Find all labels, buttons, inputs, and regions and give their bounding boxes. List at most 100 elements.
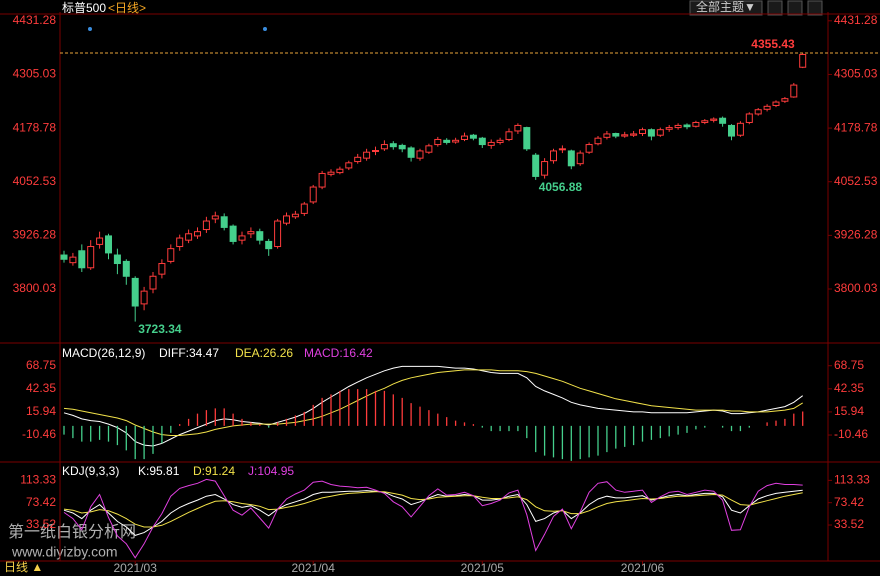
y-tick-label-right: 3926.28	[834, 228, 878, 242]
candle-body	[274, 220, 282, 248]
y-tick-label: 4178.78	[13, 120, 57, 134]
candle-body	[710, 118, 718, 121]
candle-body	[176, 237, 184, 248]
candle-body	[639, 129, 646, 135]
icon-button[interactable]	[767, 0, 783, 16]
y-tick-label-right: 4305.03	[834, 67, 878, 81]
y-tick-label-right: 4178.78	[834, 120, 878, 134]
theme-button-box[interactable]	[689, 0, 763, 16]
candle-body	[469, 134, 477, 139]
candle-body	[149, 275, 157, 290]
candle-body	[380, 144, 388, 150]
candle-body	[238, 235, 246, 241]
y-tick-label: 68.75	[26, 358, 56, 372]
legend-entry: J:104.95	[248, 464, 294, 478]
candle-body	[389, 143, 397, 148]
candle-body	[300, 203, 308, 214]
candle-body	[372, 150, 379, 153]
y-tick-label: 3926.28	[13, 228, 57, 242]
candle-body	[772, 101, 780, 106]
candle-body	[265, 240, 273, 250]
candle-body	[131, 277, 139, 307]
y-tick-label: 42.35	[26, 381, 56, 395]
footer-period[interactable]: 日线 ▲	[4, 560, 43, 574]
candle-body	[728, 124, 735, 137]
legend-entry: DEA:26.26	[235, 346, 293, 360]
y-tick-label-right: 15.94	[834, 404, 864, 418]
candle-body	[745, 113, 753, 123]
candle-body	[309, 186, 317, 203]
candle-body	[140, 290, 148, 305]
candle-body	[567, 150, 575, 167]
y-tick-label-right: 3800.03	[834, 281, 878, 295]
candle-body	[647, 129, 655, 137]
y-tick-label: -10.46	[22, 427, 56, 441]
chart-title: 标普500	[62, 1, 106, 15]
candle-body	[354, 156, 362, 163]
y-tick-label: 4305.03	[13, 67, 57, 81]
legend-entry: MACD:16.42	[304, 346, 373, 360]
candle-body	[87, 246, 95, 269]
candle-body	[256, 231, 264, 241]
candle-body	[122, 260, 130, 277]
candle-body	[461, 135, 468, 140]
indicator-line	[63, 365, 803, 447]
candle-body	[523, 127, 531, 150]
point-label: 4355.43	[751, 37, 795, 51]
candle-body	[799, 53, 807, 68]
candle-body	[594, 137, 602, 145]
indicator-line	[63, 489, 803, 536]
y-tick-label: 4052.53	[13, 174, 57, 188]
y-tick-label: 113.33	[20, 473, 56, 487]
candle-body	[603, 133, 611, 138]
y-tick-label: 73.42	[26, 495, 56, 509]
event-marker[interactable]	[88, 27, 92, 31]
candle-body	[247, 231, 255, 235]
candle-body	[291, 213, 299, 218]
candle-body	[505, 131, 513, 140]
y-tick-label: 3800.03	[13, 281, 57, 295]
candle-body	[425, 145, 433, 153]
candle-body	[701, 120, 709, 123]
point-label: 3723.34	[138, 322, 182, 336]
candle-body	[532, 154, 540, 177]
candle-body	[576, 152, 584, 165]
candle-body	[541, 161, 549, 176]
x-tick-label: 2021/04	[292, 561, 336, 575]
period-selector[interactable]: <日线>	[108, 1, 146, 15]
icon-button[interactable]	[787, 0, 803, 16]
candle-body	[674, 124, 682, 129]
candle-body	[719, 117, 727, 124]
y-tick-label-right: 4052.53	[834, 174, 878, 188]
y-tick-label-right: 68.75	[834, 358, 864, 372]
candle-body	[656, 129, 664, 136]
event-marker[interactable]	[263, 27, 267, 31]
candle-body	[692, 121, 700, 127]
candle-body	[211, 215, 219, 220]
candle-body	[550, 150, 557, 162]
candle-body	[478, 137, 486, 146]
candle-body	[185, 233, 193, 241]
candle-body	[220, 216, 228, 228]
panel-title: MACD(26,12,9)	[62, 346, 145, 360]
candle-body	[781, 98, 789, 102]
candle-body	[416, 150, 424, 159]
candle-body	[60, 254, 68, 260]
y-tick-label-right: 73.42	[834, 495, 864, 509]
y-tick-label-right: 33.52	[834, 517, 864, 531]
candle-body	[105, 235, 112, 254]
candle-body	[345, 162, 353, 169]
candle-body	[69, 256, 77, 264]
icon-button[interactable]	[807, 0, 823, 16]
theme-button[interactable]: 全部主题▼	[696, 0, 756, 14]
y-tick-label-right: 113.33	[834, 473, 870, 487]
indicator-line	[63, 491, 803, 528]
candle-body	[585, 144, 593, 153]
candle-body	[496, 139, 504, 143]
candle-body	[665, 127, 673, 130]
y-tick-label: 4431.28	[13, 13, 57, 27]
candle-body	[514, 124, 522, 132]
candle-body	[202, 220, 210, 231]
